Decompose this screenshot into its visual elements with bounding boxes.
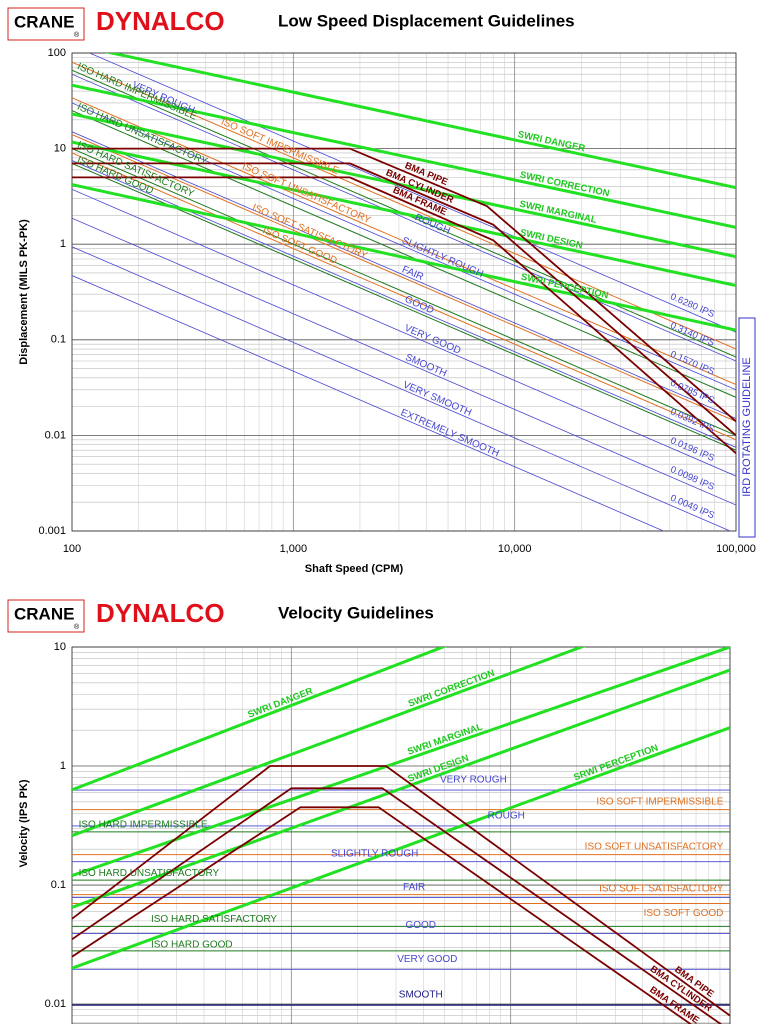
guideline [72,176,736,454]
guideline-label: SMOOTH [399,990,443,1001]
plot-frame [71,646,731,1024]
guideline [104,53,736,190]
logo-crane: CRANE [14,604,74,623]
guideline [72,806,693,1024]
guideline [72,162,736,451]
guideline [72,110,736,398]
logo-mark: ® [74,623,80,631]
guideline [72,668,730,909]
annotation-box [738,317,756,538]
x-tick-label: 1,000 [280,543,308,555]
guideline [72,131,736,419]
guideline-label: ISO SOFT UNSATISFACTORY [585,841,724,852]
y-axis-label: Velocity (IPS PK) [18,779,30,867]
annotation: IRD ROTATING GUIDELINE [741,357,753,497]
logo-dynalco: DYNALCO [96,598,225,628]
guideline-label: VERY GOOD [397,954,457,965]
guideline [72,83,736,229]
guideline [72,246,732,531]
guideline-label: FAIR [403,882,425,893]
x-tick-label: 10,000 [498,543,532,555]
y-tick-label: 0.01 [45,429,66,441]
guideline-label: FAIR [400,264,425,283]
guideline-label: VERY ROUGH [440,775,507,786]
guideline-label: SWRI CORRECTION [407,668,497,710]
series-layer [72,53,736,531]
guideline-label: SWRI DANGER [246,686,314,721]
y-tick-label: 1 [60,238,66,250]
x-tick-label: 100,000 [716,543,756,555]
logo-dynalco: DYNALCO [96,6,225,36]
guideline [72,787,723,1024]
guideline-label: ISO SOFT IMPERMISSIBLE [596,796,723,807]
guideline-label: ROUGH [413,212,452,237]
guideline [72,147,736,423]
y-tick-label: 10 [54,143,66,155]
x-tick-label: 100 [63,543,81,555]
plot-frame [71,52,737,532]
guideline [72,765,730,1017]
guideline-label: SLIGHTLY ROUGH [331,848,418,859]
guideline-label: ISO HARD UNSATISFACTORY [79,868,220,879]
chart-title: Velocity Guidelines [278,603,434,622]
guideline [72,73,736,362]
y-tick-label: 0.01 [45,998,66,1010]
guideline [72,217,736,506]
guideline [72,647,586,838]
guideline-label: SRWI PERCEPTION [572,742,660,783]
y-tick-label: 1 [60,760,66,772]
guideline [72,140,736,287]
guideline [72,162,736,437]
y-tick-label: 100 [48,47,66,59]
guideline-label: SWRI DANGER [517,129,587,154]
logo-crane: CRANE [14,12,74,31]
y-tick-label: 10 [54,641,66,653]
guideline [88,53,736,333]
y-axis-label: Displacement (MILS PK-PK) [18,219,30,365]
guideline [72,647,448,792]
guideline [72,152,736,441]
guideline-label: SMOOTH [404,352,449,380]
guideline [72,726,730,970]
y-tick-label: 0.1 [51,879,66,891]
guideline [72,183,736,332]
guideline-label: GOOD [405,920,436,931]
guideline-label: ROUGH [488,811,525,822]
guideline [72,102,736,391]
guideline [72,97,736,386]
chart-title: Low Speed Displacement Guidelines [278,11,575,30]
guideline [72,134,736,422]
guideline [72,188,736,477]
guideline-label: EXTREMELY SMOOTH [399,407,501,459]
x-axis-label: Shaft Speed (CPM) [305,563,404,575]
guideline [72,148,736,436]
guideline-label: ISO HARD SATISFACTORY [151,914,277,925]
guideline-label: ISO HARD IMPERMISSIBLE [79,819,208,830]
guideline [72,112,736,259]
guideline-label: SWRI MARGINAL [406,722,484,758]
guideline-label: ISO SOFT GOOD [644,908,724,919]
logo-box [7,7,85,41]
series-layer [72,647,730,1024]
logo-mark: ® [74,31,80,39]
guideline-label: ISO SOFT IMPERMISSIBLE [219,116,340,177]
y-tick-label: 0.1 [51,334,66,346]
y-tick-label: 0.001 [38,525,66,537]
guideline-label: ISO HARD GOOD [151,939,233,950]
guideline [72,275,665,531]
guideline-label: ISO SOFT SATISFACTORY [599,883,724,894]
logo-box [7,599,85,633]
guideline-label: SWRI DESIGN [519,227,584,251]
guideline [72,647,730,878]
